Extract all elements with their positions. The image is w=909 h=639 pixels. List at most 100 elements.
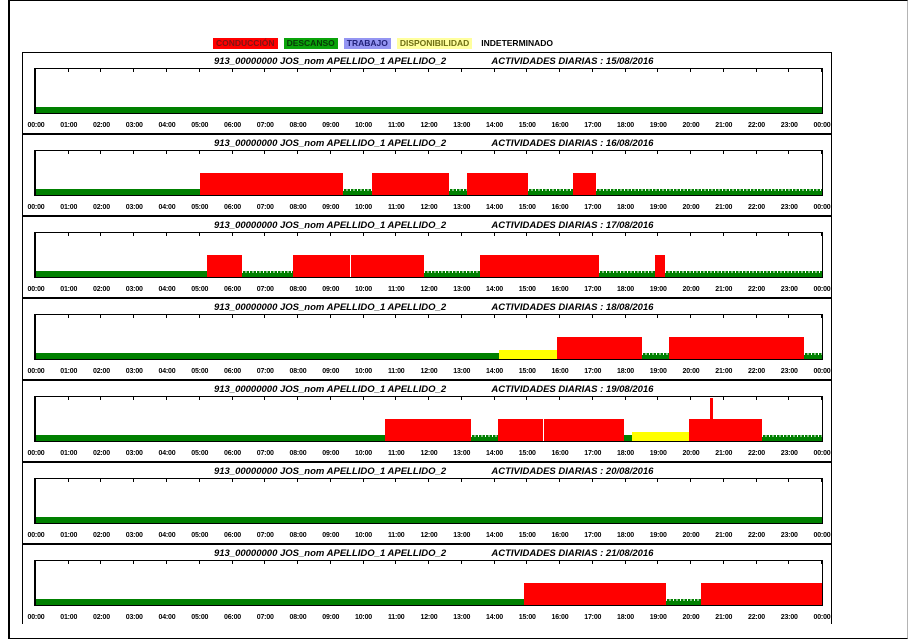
- hour-label: 03:00: [125, 204, 143, 211]
- hour-label: 18:00: [617, 368, 634, 375]
- hour-label: 22:00: [748, 286, 765, 293]
- hour-label: 14:00: [486, 368, 503, 375]
- hour-label: 04:00: [158, 532, 176, 539]
- hour-label: 00:00: [27, 122, 45, 129]
- hour-tick: [821, 561, 822, 564]
- hour-tick: [264, 479, 266, 482]
- hour-label: 23:00: [780, 122, 798, 129]
- hour-label: 23:00: [780, 614, 798, 621]
- hour-label: 10:00: [355, 204, 372, 211]
- hour-tick: [755, 561, 757, 564]
- hour-label: 07:00: [256, 614, 274, 621]
- hour-label: 10:00: [355, 450, 372, 457]
- hour-label: 00:00: [813, 532, 831, 539]
- hour-label: 06:00: [224, 122, 241, 129]
- hour-label: 06:00: [224, 286, 241, 293]
- hour-label: 19:00: [649, 532, 667, 539]
- day-panel-16-08-2016: 913_00000000 JOS_nom APELLIDO_1 APELLIDO…: [22, 134, 832, 216]
- hour-label: 18:00: [617, 614, 634, 621]
- hour-label: 10:00: [355, 368, 372, 375]
- hour-label: 16:00: [551, 614, 569, 621]
- hour-label: 04:00: [158, 286, 176, 293]
- hour-tick: [821, 397, 822, 400]
- hour-tick: [788, 561, 790, 564]
- hour-label: 07:00: [256, 532, 274, 539]
- segment-descanso: [664, 271, 823, 277]
- hour-tick: [296, 479, 298, 482]
- hour-label: 01:00: [60, 204, 78, 211]
- hour-label: 19:00: [649, 450, 667, 457]
- hour-tick: [165, 561, 167, 564]
- hour-tick: [591, 561, 593, 564]
- hour-label: 14:00: [486, 204, 503, 211]
- hour-axis-labels: 00:00 01:00 02:00 03:00 04:00 05:00 06:00 07:00…: [28, 204, 831, 213]
- hour-tick: [67, 479, 69, 482]
- hour-tick: [67, 233, 69, 236]
- hour-label: 06:00: [224, 368, 241, 375]
- hour-tick: [133, 233, 135, 236]
- legend-item-descanso: DESCANSO: [283, 37, 338, 49]
- hour-tick: [296, 561, 298, 564]
- hour-label: 05:00: [191, 204, 209, 211]
- hour-tick: [657, 397, 659, 400]
- hour-tick: [460, 69, 462, 72]
- hour-label: 00:00: [813, 286, 831, 293]
- legend-item-trabajo: TRABAJO: [343, 37, 391, 49]
- segment-descanso: [36, 271, 207, 277]
- hour-label: 01:00: [60, 614, 78, 621]
- hour-tick: [591, 315, 593, 318]
- hour-tick: [133, 69, 135, 72]
- hour-label: 21:00: [715, 122, 733, 129]
- hour-tick: [296, 397, 298, 400]
- report-date-title: ACTIVIDADES DIARIAS : 21/08/2016: [491, 548, 654, 559]
- segment-conduccion: [669, 337, 804, 359]
- hour-tick: [690, 397, 691, 400]
- hour-label: 14:00: [486, 286, 503, 293]
- activity-timeline-plot: [34, 478, 823, 524]
- hour-label: 00:00: [813, 450, 831, 457]
- hour-label: 20:00: [682, 204, 700, 211]
- hour-tick: [493, 561, 495, 564]
- hour-tick: [624, 69, 626, 72]
- hour-label: 00:00: [27, 286, 45, 293]
- driver-title: 913_00000000 JOS_nom APELLIDO_1 APELLIDO…: [213, 56, 447, 67]
- hour-tick: [460, 151, 462, 154]
- hour-label: 10:00: [355, 614, 372, 621]
- segment-descanso: [623, 435, 633, 441]
- hour-tick: [264, 561, 266, 564]
- hour-tick: [133, 561, 135, 564]
- hour-tick: [788, 397, 790, 400]
- hour-label: 01:00: [60, 122, 78, 129]
- hour-tick: [231, 151, 233, 154]
- hour-tick: [526, 561, 528, 564]
- hour-tick: [657, 315, 659, 318]
- hour-label: 14:00: [486, 614, 503, 621]
- hour-label: 03:00: [125, 286, 143, 293]
- report-date-title: ACTIVIDADES DIARIAS : 19/08/2016: [491, 384, 654, 395]
- hour-label: 06:00: [224, 204, 241, 211]
- hour-tick: [428, 151, 429, 154]
- segment-conduccion: [371, 173, 449, 195]
- hour-label: 03:00: [125, 532, 143, 539]
- hour-label: 09:00: [322, 614, 340, 621]
- hour-label: 11:00: [387, 368, 405, 375]
- hour-tick: [657, 479, 659, 482]
- hour-label: 19:00: [649, 286, 667, 293]
- hour-tick: [755, 479, 757, 482]
- hour-label: 19:00: [649, 368, 667, 375]
- driver-title: 913_00000000 JOS_nom APELLIDO_1 APELLIDO…: [213, 220, 447, 231]
- hour-tick: [722, 151, 724, 154]
- segment-descanso: [36, 353, 499, 359]
- hour-label: 16:00: [551, 532, 569, 539]
- segment-descanso: [36, 435, 386, 441]
- hour-label: 20:00: [682, 286, 700, 293]
- hour-tick: [395, 479, 397, 482]
- activity-legend: CONDUCCIÓN DESCANSO TRABAJO DISPONIBILIDAD I…: [213, 37, 556, 49]
- hour-tick: [493, 479, 495, 482]
- hour-label: 23:00: [780, 450, 798, 457]
- hour-tick: [624, 561, 626, 564]
- segment-descanso: [448, 189, 468, 195]
- hour-tick: [428, 233, 429, 236]
- hour-label: 08:00: [289, 614, 307, 621]
- hour-label: 15:00: [518, 368, 536, 375]
